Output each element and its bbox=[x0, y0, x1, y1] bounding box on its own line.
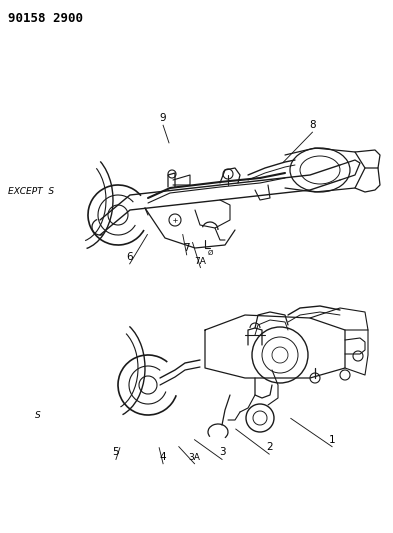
Text: 3: 3 bbox=[219, 447, 225, 457]
Text: 90158 2900: 90158 2900 bbox=[8, 12, 83, 25]
Text: 1: 1 bbox=[329, 434, 335, 445]
Text: EXCEPT  S: EXCEPT S bbox=[8, 188, 54, 197]
Text: 9: 9 bbox=[160, 113, 166, 123]
Text: Ø: Ø bbox=[208, 250, 213, 256]
Text: 7A: 7A bbox=[195, 256, 206, 265]
Text: 8: 8 bbox=[309, 120, 316, 130]
Text: 6: 6 bbox=[127, 252, 133, 262]
Text: 5: 5 bbox=[113, 447, 119, 457]
Text: 7: 7 bbox=[184, 243, 190, 253]
Text: 3A: 3A bbox=[189, 453, 200, 462]
Text: 4: 4 bbox=[160, 451, 166, 462]
Text: 2: 2 bbox=[266, 442, 272, 452]
Text: S: S bbox=[35, 410, 41, 419]
